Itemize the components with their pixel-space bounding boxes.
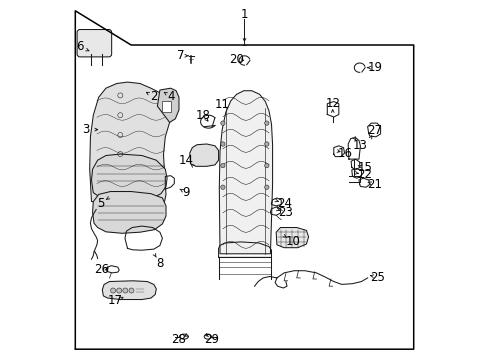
Text: 28: 28 [171, 333, 186, 346]
Circle shape [117, 288, 122, 293]
Circle shape [264, 121, 268, 125]
Circle shape [264, 185, 268, 189]
Polygon shape [91, 154, 167, 200]
Text: 7: 7 [177, 49, 184, 62]
Text: 22: 22 [357, 168, 372, 181]
Text: 9: 9 [182, 186, 189, 199]
Circle shape [220, 163, 224, 168]
Text: 16: 16 [337, 147, 352, 159]
Text: 19: 19 [366, 61, 382, 74]
Text: 18: 18 [195, 109, 210, 122]
Circle shape [122, 288, 127, 293]
Text: 2: 2 [150, 90, 157, 103]
Text: 27: 27 [366, 124, 382, 137]
Text: 24: 24 [277, 197, 292, 210]
Polygon shape [219, 91, 272, 254]
Text: 3: 3 [82, 123, 90, 136]
Bar [162, 101, 171, 112]
Circle shape [220, 121, 224, 125]
Text: 15: 15 [357, 161, 372, 174]
Polygon shape [102, 281, 156, 300]
Text: 20: 20 [228, 53, 243, 66]
Text: 11: 11 [214, 98, 229, 111]
Circle shape [264, 142, 268, 146]
Text: 29: 29 [204, 333, 219, 346]
Polygon shape [157, 88, 179, 122]
Text: 5: 5 [97, 197, 104, 210]
Text: 25: 25 [369, 271, 385, 284]
Circle shape [110, 288, 115, 293]
Text: 23: 23 [278, 206, 293, 219]
Text: 12: 12 [325, 97, 340, 110]
Text: 14: 14 [178, 154, 193, 167]
Text: 8: 8 [156, 257, 163, 270]
Polygon shape [276, 228, 308, 248]
Circle shape [220, 142, 224, 146]
Circle shape [129, 288, 134, 293]
Circle shape [220, 185, 224, 189]
Text: 21: 21 [366, 178, 382, 191]
Polygon shape [189, 144, 218, 166]
Polygon shape [92, 192, 166, 233]
Circle shape [264, 163, 268, 168]
Text: 1: 1 [240, 8, 248, 21]
Text: 6: 6 [76, 40, 83, 53]
Text: 17: 17 [108, 294, 123, 307]
Text: 10: 10 [285, 235, 300, 248]
Text: 13: 13 [351, 139, 366, 152]
FancyBboxPatch shape [77, 30, 111, 57]
Text: 26: 26 [94, 263, 108, 276]
Polygon shape [89, 82, 169, 202]
Text: 4: 4 [166, 90, 174, 103]
